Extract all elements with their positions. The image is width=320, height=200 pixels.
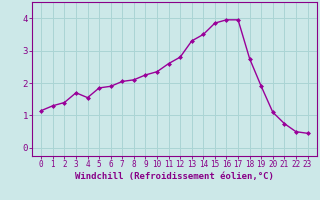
X-axis label: Windchill (Refroidissement éolien,°C): Windchill (Refroidissement éolien,°C) <box>75 172 274 181</box>
